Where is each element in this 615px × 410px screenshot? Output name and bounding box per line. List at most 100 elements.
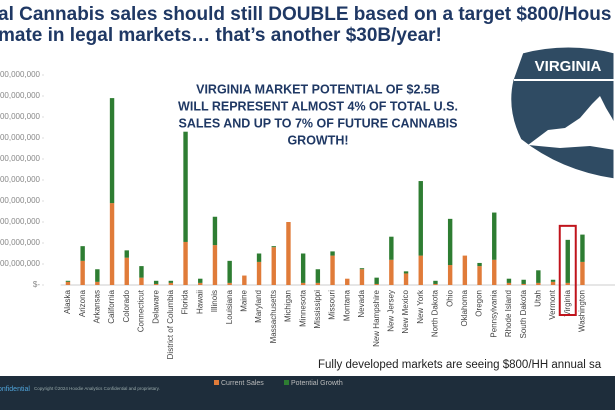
x-tick-label: Pennsylvania — [489, 289, 498, 337]
x-tick-label: California — [107, 289, 116, 323]
x-tick-label: Florida — [181, 289, 190, 314]
x-tick-label: New York — [416, 289, 425, 324]
bar-segment — [389, 236, 394, 260]
x-tick-label: Michigan — [284, 290, 293, 322]
x-tick-label: Missouri — [328, 290, 337, 320]
bar-segment — [492, 212, 497, 260]
x-tick-label: New Jersey — [386, 290, 395, 332]
bar-segment — [433, 283, 438, 285]
bar-segment — [300, 282, 306, 285]
x-tick-label: Montana — [342, 289, 351, 321]
bar-segment — [433, 280, 438, 284]
x-tick-label: Oklahoma — [460, 289, 469, 326]
x-tick-label: Nevada — [357, 289, 366, 317]
bar-segment — [139, 277, 144, 285]
x-tick-label: District of Columbia — [166, 289, 175, 359]
footer-label: onfidential — [0, 386, 30, 393]
footnote: Fully developed markets are seeing $800/… — [318, 359, 602, 371]
bar-segment — [565, 239, 570, 283]
bar-segment — [403, 271, 409, 274]
bar-segment — [153, 283, 159, 285]
x-tick-label: Illinois — [210, 290, 219, 312]
footer-bar — [0, 376, 615, 410]
y-tick-label: $20,000,000,000 — [0, 70, 41, 79]
bar-segment — [418, 255, 423, 285]
bar-segment — [139, 266, 144, 278]
bar-segment — [359, 268, 365, 270]
legend-label: Potential Growth — [291, 380, 343, 387]
y-tick-label: $- — [33, 280, 40, 289]
title-line: mate in legal markets… that’s another $3… — [0, 25, 442, 46]
bar-segment — [183, 241, 188, 285]
x-tick-label: Alaska — [63, 289, 72, 314]
x-tick-label: Minnesota — [298, 289, 307, 326]
annotation: VIRGINIA MARKET POTENTIAL OF $2.5B — [196, 82, 440, 96]
bar-segment — [447, 218, 453, 266]
bar-segment — [168, 282, 174, 285]
bar-segment — [198, 278, 203, 283]
title-line: al Cannabis sales should still DOUBLE ba… — [0, 4, 611, 25]
y-tick-label: $16,000,000,000 — [0, 112, 41, 121]
bar-segment — [124, 257, 129, 285]
highlight-box — [558, 224, 577, 317]
x-tick-label: Utah — [533, 290, 542, 307]
bar-segment — [183, 131, 188, 242]
bar-segment — [300, 253, 306, 283]
x-tick-label: Vermont — [548, 289, 557, 320]
bar-segment — [80, 260, 85, 285]
bar-segment — [521, 279, 526, 284]
copyright: Copyright ©2024 Hoodie Analytics Confide… — [34, 385, 160, 391]
bar-segment — [271, 246, 276, 248]
y-tick-label: $12,000,000,000 — [0, 154, 41, 163]
bar-segment — [536, 282, 541, 285]
bar-segment — [506, 282, 512, 285]
bar-segment — [550, 279, 556, 282]
x-tick-label: Arkansas — [92, 290, 101, 323]
bar-segment — [65, 281, 71, 285]
x-tick-label: Virginia — [563, 289, 572, 316]
x-tick-label: Massachusetts — [269, 290, 278, 343]
annotation: SALES AND UP TO 7% OF FUTURE CANNABIS — [179, 116, 458, 130]
x-tick-label: North Dakota — [431, 289, 440, 337]
y-tick-label: $6,000,000,000 — [0, 217, 41, 226]
bar-segment — [315, 282, 321, 285]
x-tick-label: Delaware — [151, 289, 160, 323]
y-tick-label: $10,000,000,000 — [0, 175, 41, 184]
bar-segment — [212, 245, 218, 285]
y-tick-label: $8,000,000,000 — [0, 196, 41, 205]
bar-segment — [95, 269, 100, 282]
bar-segment — [403, 273, 409, 285]
bar-segment — [447, 265, 453, 285]
x-tick-label: Connecticut — [137, 289, 146, 332]
bar-segment — [418, 181, 423, 256]
bar-segment — [242, 275, 247, 285]
bar-segment — [168, 280, 174, 283]
x-tick-label: Hawaii — [195, 290, 204, 314]
bar-segment — [227, 282, 232, 285]
bar-segment — [580, 234, 585, 262]
x-tick-label: Washington — [578, 290, 587, 332]
legend-swatch — [284, 380, 289, 385]
bar-segment — [80, 246, 85, 261]
bar-segment — [565, 282, 570, 285]
bar-segment — [550, 281, 556, 285]
bar-segment — [345, 278, 350, 285]
bar-segment — [271, 247, 276, 285]
bar-segment — [580, 261, 585, 285]
bar-segment — [521, 283, 526, 285]
y-tick-label: $4,000,000,000 — [0, 238, 41, 247]
bar-segment — [153, 280, 159, 284]
badge: VIRGINIA — [535, 58, 602, 75]
bar-segment — [536, 270, 541, 283]
bar-segment — [109, 98, 115, 204]
bar-segment — [212, 216, 218, 246]
y-tick-label: $18,000,000,000 — [0, 91, 41, 100]
bar-segment — [315, 269, 321, 283]
x-tick-label: New Hampshire — [372, 289, 381, 346]
bar-segment — [389, 259, 394, 285]
x-tick-label: Colorado — [122, 289, 131, 322]
bar-segment — [462, 255, 468, 285]
annotation: GROWTH! — [287, 133, 348, 147]
bar-segment — [256, 261, 262, 285]
x-tick-label: Ohio — [445, 289, 454, 306]
